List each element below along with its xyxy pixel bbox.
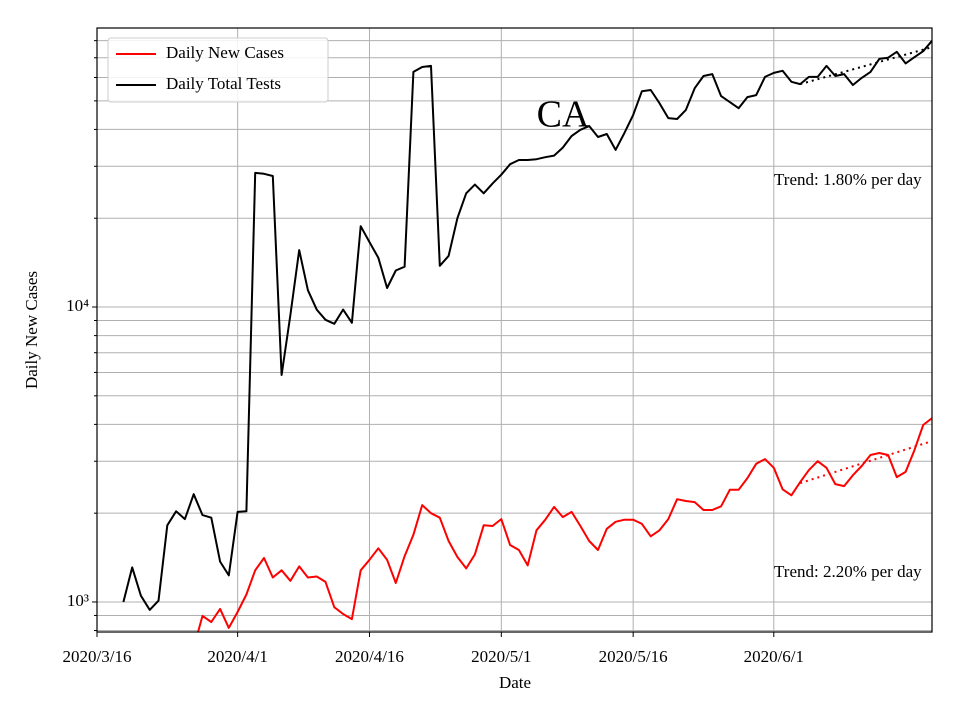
x-tick-label: 2020/4/1 [207,647,267,666]
series-line [122,40,932,611]
x-tick-label: 2020/5/16 [599,647,668,666]
y-tick-label: 10³ [67,591,89,610]
x-tick-label: 2020/4/16 [335,647,404,666]
x-tick-label: 2020/3/16 [63,647,132,666]
legend-label: Daily Total Tests [166,74,281,93]
legend-label: Daily New Cases [166,43,284,62]
x-tick-label: 2020/5/1 [471,647,531,666]
trend-line [799,440,932,485]
series-line [197,417,932,632]
x-tick-label: 2020/6/1 [744,647,804,666]
trend-label: Trend: 1.80% per day [774,170,922,189]
trend-line [799,46,932,86]
y-axis-label: Daily New Cases [22,271,41,389]
plot-frame [96,27,933,633]
y-tick-label: 10⁴ [66,296,89,315]
trend-label: Trend: 2.20% per day [774,562,922,581]
legend-box [107,37,329,103]
annotation: CA [537,94,590,136]
x-axis-label: Date [499,673,531,692]
